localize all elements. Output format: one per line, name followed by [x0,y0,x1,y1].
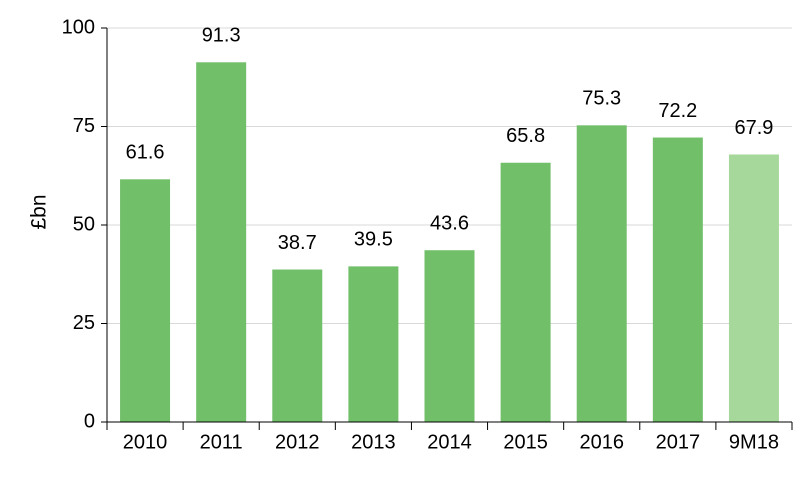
data-label-2012: 38.7 [278,232,317,254]
x-tick-label-2014: 2014 [427,431,472,453]
data-label-2015: 65.8 [506,125,545,147]
x-tick-label-2016: 2016 [579,431,624,453]
y-tick-label: 0 [84,410,95,432]
bar-2011 [196,62,247,422]
data-label-2010: 61.6 [126,142,165,164]
x-tick-label-2015: 2015 [503,431,548,453]
x-tick-label-2017: 2017 [656,431,701,453]
y-tick-label: 50 [73,213,95,235]
bar-2015 [500,162,551,423]
y-tick-label: 100 [62,16,95,38]
y-tick-label: 75 [73,115,95,137]
x-tick-label-2010: 2010 [123,431,168,453]
data-label-2014: 43.6 [430,212,469,234]
bar-2012 [272,269,323,422]
bar-2010 [120,179,171,422]
x-tick-label-2011: 2011 [200,431,243,453]
x-tick-label-2013: 2013 [351,431,396,453]
x-tick-label-9M18: 9M18 [729,431,779,453]
x-tick-labels: 2010 2011 2012 2013 2014 2015 2016 2017 9M18 [106,422,793,453]
bar-9M18 [728,154,779,422]
bar-2017 [652,137,703,423]
data-label-9M18: 67.9 [734,117,773,139]
y-tick-label: 25 [73,312,95,334]
data-label-2017: 72.2 [658,100,697,122]
bars [120,62,779,423]
data-labels: 61.6 91.3 38.7 39.5 43.6 65.8 75.3 72.2 67.9 [126,25,774,254]
y-axis-title: £bn [28,194,51,229]
bar-2016 [576,125,627,423]
data-label-2011: 91.3 [202,25,241,47]
data-label-2013: 39.5 [354,229,393,251]
bar-2014 [424,250,475,422]
bar-2013 [348,266,399,422]
x-tick-label-2012: 2012 [275,431,320,453]
data-label-2016: 75.3 [582,88,621,110]
y-tick-labels: 0 25 50 75 100 [62,16,107,432]
